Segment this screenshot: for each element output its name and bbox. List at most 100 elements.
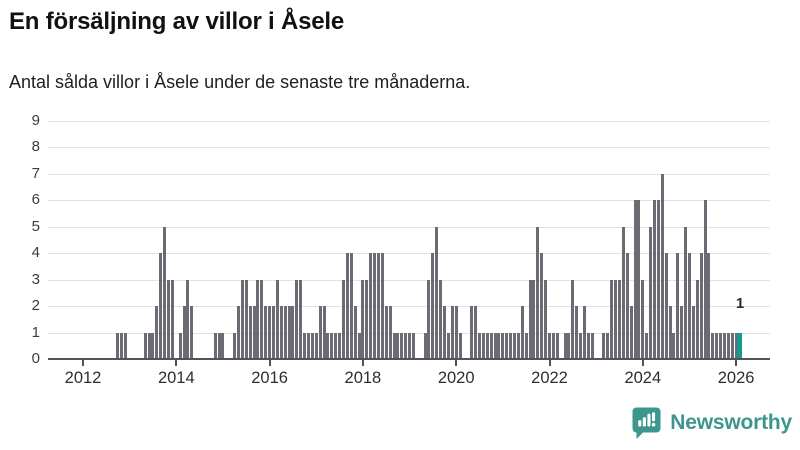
- bar: [326, 332, 330, 359]
- y-gridline: [48, 120, 770, 122]
- newsworthy-logo: Newsworthy: [631, 406, 792, 440]
- bar: [341, 279, 345, 359]
- bar: [614, 279, 618, 359]
- y-gridline: [48, 306, 770, 307]
- bar: [260, 279, 264, 359]
- bar: [722, 332, 726, 359]
- bar: [602, 332, 606, 359]
- bar: [314, 332, 318, 359]
- bar: [167, 279, 171, 359]
- bar: [726, 332, 730, 359]
- bar: [384, 306, 388, 359]
- bar: [548, 332, 551, 359]
- bar: [357, 332, 361, 359]
- highlight-bar: [737, 332, 743, 359]
- bar: [120, 332, 124, 359]
- bar: [555, 332, 559, 359]
- bar: [143, 332, 147, 359]
- bar: [427, 279, 431, 359]
- bar: [330, 332, 334, 359]
- bar: [711, 332, 715, 359]
- bar: [271, 306, 275, 359]
- bar: [516, 332, 520, 359]
- bar: [264, 306, 268, 359]
- bar: [520, 306, 524, 359]
- bar: [579, 332, 583, 359]
- bar: [707, 253, 711, 359]
- x-axis-tick: [455, 360, 458, 366]
- bar: [411, 332, 415, 359]
- y-gridline: [48, 200, 770, 201]
- bar: [645, 332, 649, 359]
- newsworthy-bubble-chart-icon: [631, 406, 662, 440]
- bar: [633, 200, 637, 359]
- bar: [147, 332, 151, 359]
- bar: [536, 226, 540, 359]
- x-axis-tick: [735, 360, 738, 366]
- bar: [338, 332, 342, 359]
- bar: [221, 332, 225, 359]
- bar: [470, 306, 474, 359]
- bar: [660, 173, 664, 359]
- bar: [664, 253, 668, 359]
- bar: [719, 332, 723, 359]
- x-axis-tick-label: 2012: [64, 369, 102, 387]
- chart-title: En försäljning av villor i Åsele: [9, 8, 345, 35]
- y-axis-tick-label: 1: [31, 323, 40, 341]
- bar: [404, 332, 408, 359]
- bar: [641, 279, 645, 359]
- bar: [388, 306, 392, 359]
- y-axis-tick-label: 2: [31, 297, 40, 314]
- bar: [446, 332, 450, 359]
- bar: [431, 253, 435, 359]
- bar: [524, 332, 528, 359]
- bar: [240, 279, 244, 359]
- bar: [353, 306, 357, 359]
- bar: [571, 279, 575, 359]
- bar: [182, 306, 186, 359]
- bar: [373, 253, 377, 359]
- bar: [610, 279, 614, 359]
- bar: [159, 253, 163, 359]
- bar: [349, 253, 353, 359]
- bar: [563, 332, 567, 359]
- bar: [458, 332, 462, 359]
- bar: [443, 306, 447, 359]
- bar: [501, 332, 505, 359]
- bar: [396, 332, 400, 359]
- bar: [684, 226, 688, 359]
- bar: [233, 332, 237, 359]
- bar: [376, 253, 380, 359]
- x-axis-tick-label: 2014: [157, 369, 195, 387]
- bar: [481, 332, 485, 359]
- bar: [676, 253, 680, 359]
- bar: [680, 306, 684, 359]
- bar: [540, 253, 544, 359]
- y-axis-tick-label: 8: [31, 138, 40, 155]
- bar: [567, 332, 571, 359]
- bar: [629, 306, 633, 359]
- bar: [489, 332, 493, 359]
- bar: [513, 332, 516, 359]
- x-axis-tick: [82, 360, 84, 366]
- bar: [392, 332, 396, 359]
- bar: [544, 279, 548, 359]
- bar: [345, 253, 349, 359]
- bar: [248, 306, 252, 359]
- bar: [454, 306, 458, 359]
- bar: [237, 306, 240, 359]
- x-axis-baseline: [48, 358, 770, 360]
- bar: [306, 332, 310, 359]
- y-axis-tick-label: 3: [31, 270, 40, 288]
- x-axis-tick: [548, 360, 551, 366]
- bar: [334, 332, 338, 359]
- bar: [318, 306, 322, 359]
- bar: [361, 279, 365, 359]
- bar: [299, 279, 303, 359]
- bar: [505, 332, 509, 359]
- bar: [734, 332, 738, 359]
- x-axis-tick: [268, 360, 271, 366]
- bar: [186, 279, 190, 359]
